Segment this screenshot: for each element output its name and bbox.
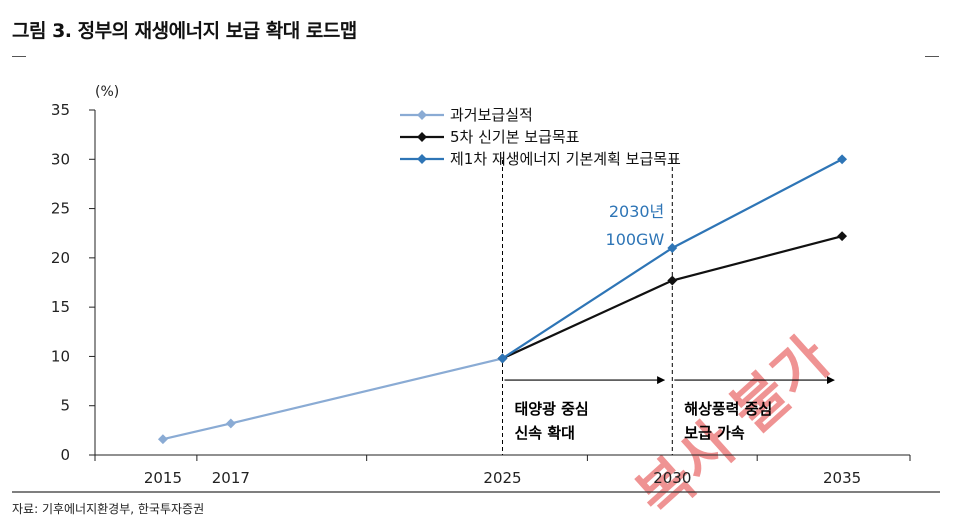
x-tick-label: 2025 [483, 469, 521, 487]
y-tick-label: 15 [51, 298, 70, 316]
legend-swatch-marker [417, 110, 427, 120]
data-point [837, 154, 848, 165]
phase-label: 보급 가속 [684, 424, 745, 442]
data-point [157, 434, 168, 445]
phase-label: 해상풍력 중심 [684, 400, 772, 418]
title-rule-left [12, 56, 26, 57]
annotation-text: 2030년 [609, 202, 664, 221]
y-tick-label: 30 [51, 150, 70, 168]
data-point [667, 243, 678, 253]
legend-swatch-marker [417, 154, 427, 164]
legend-label: 5차 신기본 보급목표 [450, 128, 580, 146]
y-tick-label: 25 [51, 200, 70, 218]
annotation-text: 100GW [606, 230, 665, 249]
legend-item: 과거보급실적 [400, 106, 533, 124]
y-unit-label: (%) [95, 84, 119, 100]
title-rule-right [925, 56, 939, 57]
legend-label: 제1차 재생에너지 기본계획 보급목표 [450, 150, 681, 168]
y-tick-label: 5 [60, 397, 70, 415]
legend-item: 제1차 재생에너지 기본계획 보급목표 [400, 150, 681, 168]
x-tick-label: 2017 [212, 469, 250, 487]
legend-label: 과거보급실적 [450, 106, 533, 124]
data-point [837, 231, 848, 242]
x-tick-label: 2030 [653, 469, 691, 487]
phase-label: 태양광 중심 [515, 400, 589, 418]
series-line [162, 357, 503, 441]
x-tick-label: 2035 [823, 469, 861, 487]
data-point [667, 275, 678, 286]
legend-item: 5차 신기본 보급목표 [400, 128, 580, 146]
y-tick-label: 35 [51, 101, 70, 119]
source-note: 자료: 기후에너지환경부, 한국투자증권 [12, 502, 205, 516]
phase-label: 신속 확대 [515, 424, 575, 442]
data-point [497, 353, 508, 364]
x-tick-label: 2015 [144, 469, 182, 487]
data-point [225, 418, 236, 429]
y-tick-label: 10 [51, 347, 70, 365]
legend-swatch-marker [417, 132, 427, 142]
figure-title: 그림 3. 정부의 재생에너지 보급 확대 로드맵 [12, 20, 357, 42]
y-tick-label: 20 [51, 249, 70, 267]
y-tick-label: 0 [60, 446, 70, 464]
